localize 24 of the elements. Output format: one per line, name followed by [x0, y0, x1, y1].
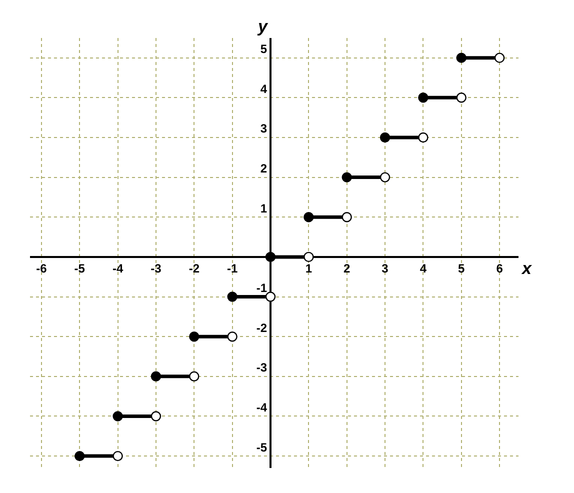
x-tick-label: 3	[382, 261, 389, 276]
y-tick-label: 2	[260, 162, 268, 176]
y-tick-label: 3	[260, 122, 268, 136]
x-tick-label: -6	[36, 261, 48, 276]
y-tick-label: -5	[256, 440, 268, 454]
x-tick-label: 2	[344, 261, 351, 276]
x-tick-label: 4	[420, 261, 427, 276]
x-tick-label: -2	[188, 261, 200, 276]
y-axis-title: y	[257, 17, 269, 36]
y-tick-label: 4	[260, 82, 268, 96]
y-tick-label: 5	[260, 42, 268, 56]
x-tick-label: -3	[150, 261, 162, 276]
x-tick-label: -4	[112, 261, 124, 276]
x-axis-title: x	[521, 259, 533, 278]
x-tick-label: 6	[496, 261, 504, 276]
x-tick-label: -1	[226, 261, 238, 276]
x-tick-label: 5	[458, 261, 466, 276]
y-tick-label: 1	[260, 201, 268, 216]
y-tick-label: -3	[256, 360, 268, 375]
x-tick-label: 1	[305, 261, 312, 276]
y-tick-label: -2	[256, 320, 268, 335]
y-tick-label: -1	[256, 280, 268, 295]
y-tick-label: -4	[256, 400, 268, 414]
x-tick-label: -5	[74, 261, 86, 276]
